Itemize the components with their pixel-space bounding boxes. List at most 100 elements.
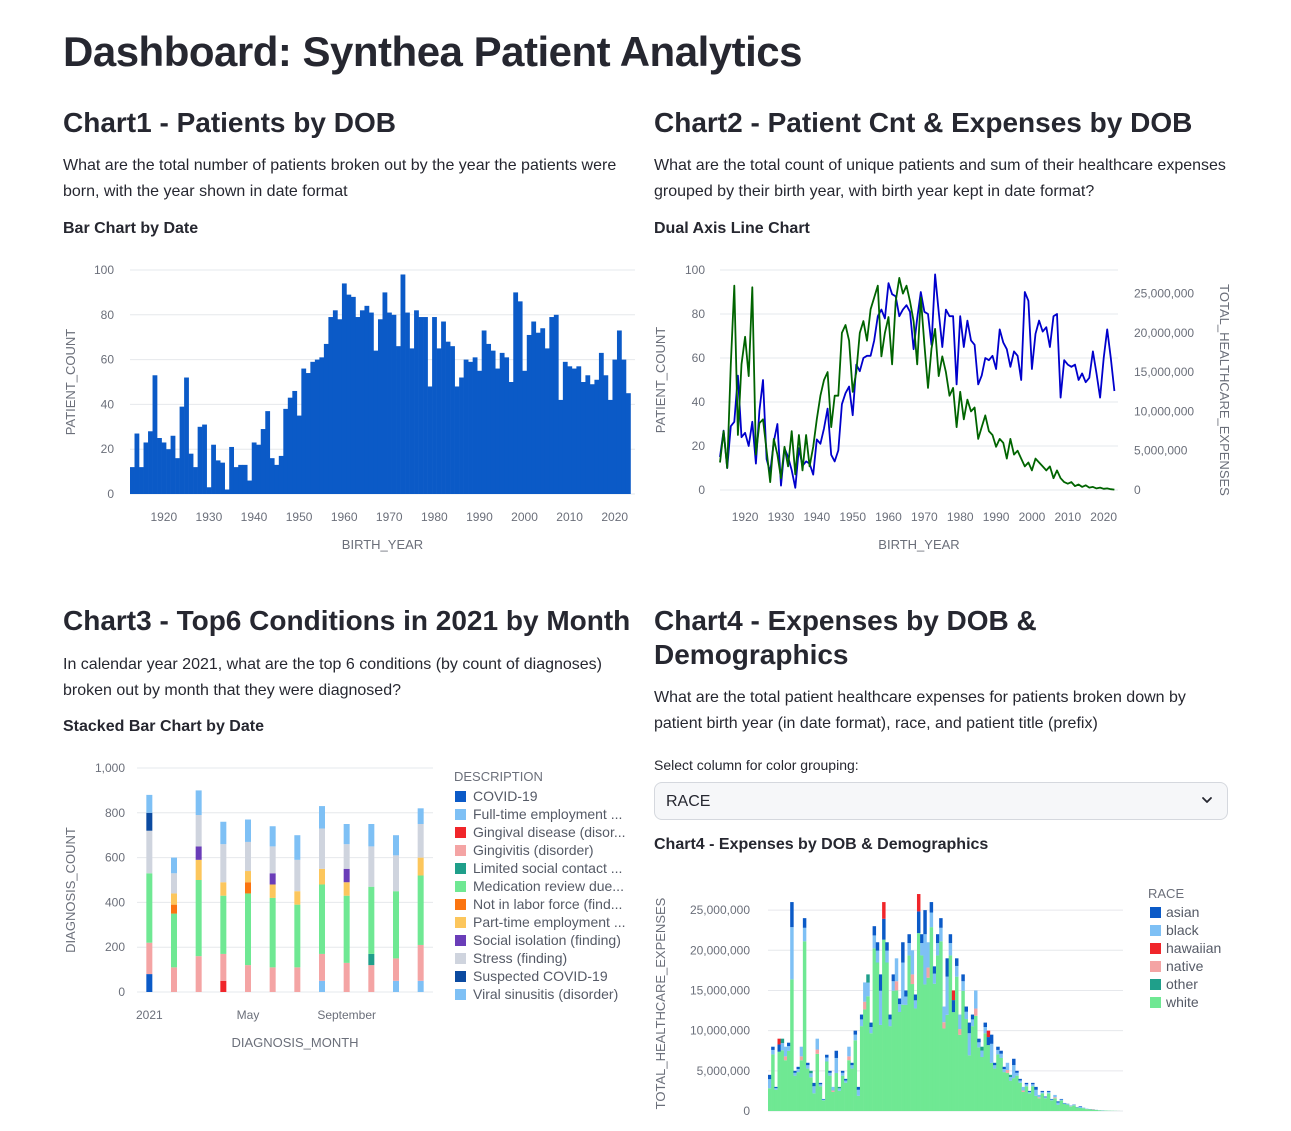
bar bbox=[197, 426, 203, 494]
stacked-bar-segment bbox=[920, 955, 924, 1111]
chart4-description: What are the total patient healthcare ex… bbox=[654, 689, 1186, 732]
stacked-bar-segment bbox=[980, 1046, 984, 1051]
bar bbox=[580, 382, 586, 494]
stacked-bar-segment bbox=[780, 1043, 785, 1051]
stacked-bar-segment bbox=[872, 926, 877, 936]
bar bbox=[544, 348, 550, 494]
stacked-bar-segment bbox=[771, 1046, 775, 1050]
stacked-bar-segment bbox=[393, 891, 399, 959]
stacked-bar-segment bbox=[983, 1033, 988, 1111]
chart3-description: In calendar year 2021, what are the top … bbox=[63, 656, 603, 699]
stacked-bar-segment bbox=[1015, 1070, 1019, 1073]
stacked-bar-segment bbox=[1031, 1084, 1035, 1087]
stacked-bar-segment bbox=[951, 990, 956, 1001]
stacked-bar-segment bbox=[894, 981, 899, 991]
stacked-bar-segment bbox=[1027, 1091, 1032, 1094]
stacked-bar-segment bbox=[343, 868, 350, 883]
stacked-bar-segment bbox=[974, 990, 978, 1009]
y-tick-label: 600 bbox=[105, 851, 125, 865]
stacked-bar-segment bbox=[942, 1022, 946, 1029]
stacked-bar-segment bbox=[1043, 1096, 1048, 1098]
bar bbox=[436, 348, 442, 494]
bar bbox=[508, 382, 514, 494]
chart1-heading: Chart1 - Patients by DOB bbox=[63, 107, 396, 138]
stacked-bar-segment bbox=[1037, 1097, 1041, 1099]
x-tick-label: 1960 bbox=[875, 510, 902, 524]
stacked-bar-segment bbox=[1050, 1099, 1054, 1101]
chart3-svg[interactable]: 0 200 400 600 800 1,000 2021 May September DIAGNO… bbox=[55, 748, 645, 1068]
bar bbox=[193, 467, 198, 494]
stacked-bar-segment bbox=[1056, 1104, 1060, 1111]
stacked-bar-segment bbox=[343, 882, 350, 896]
stacked-bar-segment bbox=[955, 965, 959, 977]
stacked-bar-segment bbox=[993, 1068, 997, 1111]
stacked-bar-segment bbox=[983, 1022, 988, 1028]
stacked-bar-segment bbox=[1059, 1098, 1064, 1100]
stacked-bar-segment bbox=[245, 871, 251, 883]
bar bbox=[220, 462, 225, 494]
chart4-svg[interactable]: 0 5,000,000 10,000,000 15,000,000 20,000,000… bbox=[645, 866, 1245, 1131]
stacked-bar-segment bbox=[393, 958, 399, 981]
y-tick-label: 5,000,000 bbox=[697, 1064, 751, 1078]
stacked-bar-segment bbox=[1008, 1077, 1013, 1081]
bar bbox=[558, 399, 564, 494]
stacked-bar-segment bbox=[1024, 1082, 1029, 1085]
stacked-bar-segment bbox=[1050, 1098, 1054, 1100]
stacked-bar-segment bbox=[894, 990, 899, 1111]
bar bbox=[526, 334, 532, 494]
stacked-bar-segment bbox=[913, 1008, 918, 1111]
legend-item: Suspected COVID-19 bbox=[473, 968, 608, 984]
bar bbox=[567, 366, 573, 494]
x-tick-label: 1950 bbox=[286, 510, 313, 524]
legend-swatch bbox=[455, 809, 466, 820]
stacked-bar-segment bbox=[967, 1022, 972, 1034]
stacked-bar-segment bbox=[1012, 1058, 1016, 1066]
stacked-bar-segment bbox=[393, 835, 399, 856]
stacked-bar-segment bbox=[1059, 1100, 1064, 1111]
stacked-bar-segment bbox=[951, 1000, 956, 1013]
stacked-bar-segment bbox=[1034, 1095, 1038, 1111]
stacked-bar-segment bbox=[783, 1060, 788, 1111]
bar bbox=[341, 283, 347, 494]
stacked-bar-segment bbox=[790, 979, 794, 1111]
legend-title: RACE bbox=[1148, 886, 1184, 901]
x-tick-label: 1930 bbox=[196, 510, 223, 524]
stacked-bar-segment bbox=[986, 1045, 991, 1111]
stacked-bar-segment bbox=[319, 806, 325, 829]
stacked-bar-segment bbox=[220, 895, 227, 954]
y2-tick-label: 20,000,000 bbox=[1134, 326, 1194, 340]
bar bbox=[553, 314, 559, 494]
stacked-bar-segment bbox=[818, 1082, 823, 1085]
stacked-bar-segment bbox=[929, 927, 934, 1111]
stacked-bar-segment bbox=[393, 980, 399, 992]
stacked-bar-segment bbox=[945, 958, 949, 977]
bar bbox=[305, 373, 311, 494]
stacked-bar-segment bbox=[983, 1027, 988, 1034]
stacked-bar-segment bbox=[1069, 1105, 1073, 1107]
stacked-bar-segment bbox=[220, 953, 227, 981]
stacked-bar-segment bbox=[417, 875, 424, 945]
stacked-bar-segment bbox=[840, 1072, 845, 1076]
stacked-bar-segment bbox=[844, 1078, 848, 1081]
bar bbox=[495, 368, 501, 494]
bar bbox=[368, 312, 374, 494]
stacked-bar-segment bbox=[417, 857, 424, 876]
bar bbox=[414, 310, 419, 494]
chart2-svg[interactable]: 0 20 40 60 80 100 0 5,000,000 10,000,000 15,000,0… bbox=[645, 250, 1245, 570]
y-tick-label: 10,000,000 bbox=[690, 1024, 750, 1038]
stacked-bar-segment bbox=[368, 965, 375, 992]
stacked-bar-segment bbox=[831, 1086, 835, 1091]
color-grouping-select[interactable]: RACE bbox=[654, 782, 1228, 820]
stacked-bar-segment bbox=[809, 1073, 813, 1078]
stacked-bar-segment bbox=[859, 1026, 864, 1111]
stacked-bar-segment bbox=[920, 934, 924, 944]
stacked-bar-segment bbox=[294, 891, 301, 905]
chart1-svg[interactable]: 0 20 40 60 80 100 1920 1930 1940 1950 1960 1970 1980… bbox=[55, 250, 655, 570]
stacked-bar-segment bbox=[1056, 1102, 1060, 1105]
stacked-bar-segment bbox=[195, 790, 202, 816]
stacked-bar-segment bbox=[974, 1008, 978, 1016]
bar bbox=[188, 453, 194, 494]
stacked-bar-segment bbox=[269, 826, 276, 847]
legend-swatch bbox=[1150, 943, 1161, 954]
stacked-bar-segment bbox=[996, 1046, 1000, 1050]
